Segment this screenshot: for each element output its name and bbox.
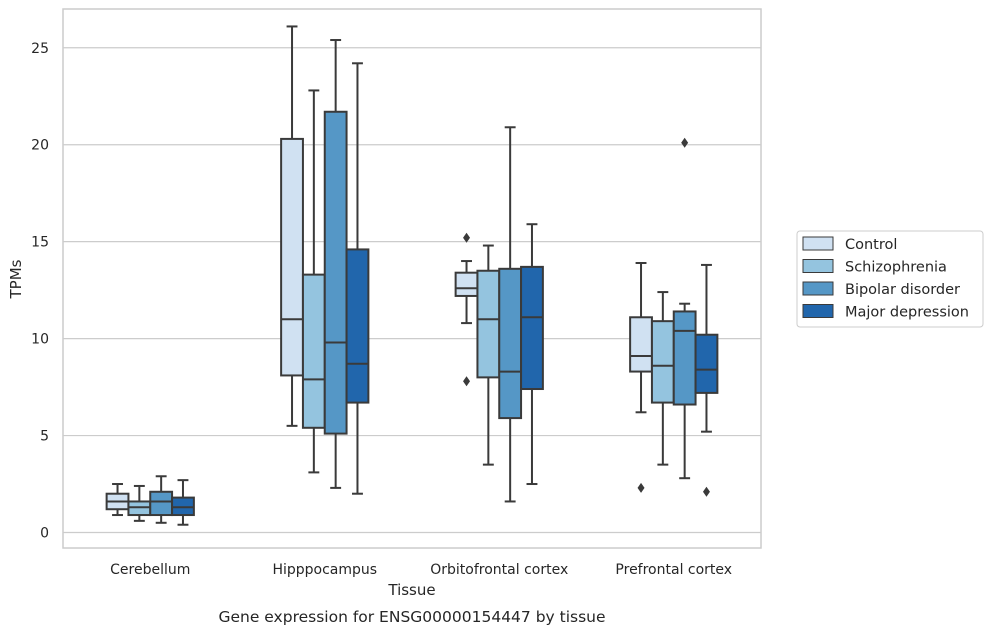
legend: Control Schizophrenia Bipolar disorder Majo…	[796, 230, 984, 328]
box-plot	[672, 137, 697, 480]
box-series-layer	[105, 25, 719, 526]
box-body	[672, 310, 697, 406]
gridlines	[63, 47, 761, 534]
plot-frame	[62, 8, 762, 549]
box-plot	[345, 62, 370, 495]
box-body	[301, 273, 326, 429]
box-body	[345, 248, 370, 404]
y-tick-label: 0	[40, 525, 49, 541]
box-plot	[323, 39, 348, 489]
series-schizophrenia	[127, 89, 675, 522]
legend-label: Bipolar disorder	[845, 282, 960, 298]
box-plot	[105, 483, 130, 517]
box-body	[694, 333, 719, 394]
y-tick-label: 25	[31, 41, 49, 57]
outlier-marker	[463, 376, 471, 387]
legend-swatch	[802, 304, 834, 318]
y-tick-labels: 0 5 10 15 20 25	[31, 41, 49, 542]
series-major-depression	[171, 62, 719, 526]
legend-item: Bipolar disorder	[802, 281, 960, 298]
box-body	[280, 137, 304, 377]
series-bipolar-disorder	[149, 39, 697, 524]
box-body	[629, 316, 653, 373]
x-tick-label: Orbitofrontal cortex	[430, 562, 568, 578]
legend-swatch	[802, 259, 834, 273]
outlier-marker	[637, 482, 645, 493]
series-control	[105, 25, 653, 517]
box-body	[498, 267, 523, 420]
x-tick-label: Hipppocampus	[272, 562, 377, 578]
outlier-marker	[681, 137, 689, 148]
legend-item: Major depression	[802, 304, 969, 321]
box-plot	[476, 244, 501, 466]
box-plot	[694, 263, 719, 497]
x-axis-label: Tissue	[387, 581, 435, 599]
legend-label: Schizophrenia	[845, 260, 947, 276]
x-tick-label: Cerebellum	[110, 562, 190, 578]
x-tick-label: Prefrontal cortex	[615, 562, 732, 578]
box-plot	[171, 479, 195, 526]
box-plot	[454, 232, 479, 387]
y-tick-label: 10	[31, 332, 49, 348]
box-plot	[520, 223, 544, 486]
legend-frame	[796, 230, 984, 328]
legend-item: Schizophrenia	[802, 259, 947, 276]
box-plot	[127, 484, 152, 522]
outlier-marker	[463, 232, 471, 243]
box-body	[149, 490, 174, 517]
legend-item: Control	[802, 236, 897, 253]
legend-swatch	[802, 281, 834, 296]
legend-swatch	[802, 236, 834, 251]
box-body	[454, 271, 479, 297]
box-plot	[280, 25, 304, 427]
outlier-marker	[702, 486, 710, 497]
x-tick-labels: Cerebellum Hipppocampus Orbitofrontal cort…	[110, 562, 732, 578]
box-body	[520, 265, 544, 391]
plot-area-background	[63, 9, 761, 548]
box-body	[323, 110, 348, 435]
box-plot	[498, 126, 523, 503]
legend-label: Control	[845, 237, 897, 253]
chart-caption: Gene expression for ENSG00000154447 by t…	[218, 608, 605, 626]
y-tick-label: 15	[31, 235, 49, 251]
box-body	[650, 320, 675, 404]
y-axis-label: TPMs	[7, 259, 25, 299]
y-tick-label: 20	[31, 138, 49, 154]
box-body	[476, 269, 501, 379]
y-tick-label: 5	[40, 429, 49, 445]
legend-label: Major depression	[845, 305, 969, 321]
